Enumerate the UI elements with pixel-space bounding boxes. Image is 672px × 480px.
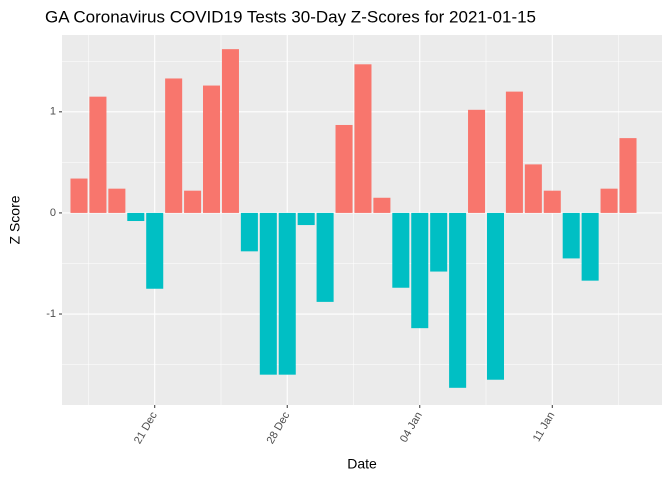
bar	[297, 212, 315, 226]
bar	[221, 49, 239, 213]
bar	[562, 212, 580, 259]
x-tick-label: 11 Jan	[531, 410, 558, 444]
bar	[278, 212, 296, 375]
y-tick-label: 0	[50, 207, 56, 219]
chart-title: GA Coronavirus COVID19 Tests 30-Day Z-Sc…	[45, 7, 536, 26]
bar	[335, 124, 353, 213]
bar	[373, 197, 391, 213]
bar	[354, 64, 372, 213]
bar	[392, 212, 410, 288]
bar	[524, 164, 542, 213]
bar	[202, 85, 221, 213]
bar	[108, 188, 126, 213]
y-axis-title: Z Score	[7, 195, 23, 244]
bar	[240, 212, 258, 252]
bar	[505, 91, 523, 213]
bar	[543, 190, 561, 213]
bar	[316, 212, 334, 302]
bar	[430, 212, 448, 272]
bar	[184, 190, 202, 213]
x-axis-title: Date	[347, 456, 377, 472]
x-tick-label: 28 Dec	[265, 410, 293, 447]
bar	[89, 96, 107, 213]
x-tick-label: 04 Jan	[398, 410, 425, 445]
x-tick-label: 21 Dec	[132, 410, 160, 447]
bar	[581, 212, 599, 281]
bar	[146, 212, 164, 289]
bar	[165, 78, 183, 213]
bar	[468, 109, 486, 213]
bar	[619, 138, 637, 213]
bar	[259, 212, 277, 375]
bar	[70, 178, 88, 213]
bar	[127, 212, 145, 222]
y-tick-label: -1	[46, 308, 56, 320]
y-tick-label: 1	[50, 106, 56, 118]
bar	[411, 212, 429, 329]
bar	[486, 212, 505, 380]
bar	[600, 188, 618, 213]
bar	[449, 212, 467, 388]
